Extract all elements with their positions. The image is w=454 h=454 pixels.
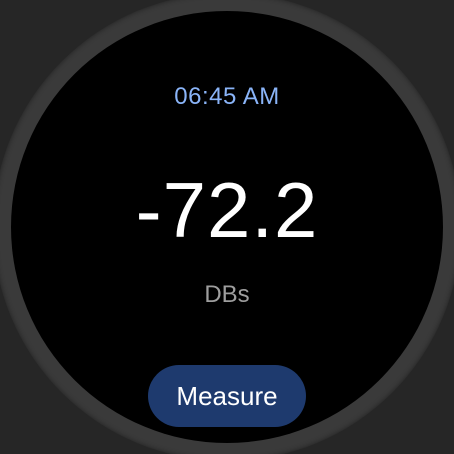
decibel-unit: DBs — [204, 281, 250, 308]
measure-button[interactable]: Measure — [148, 365, 306, 427]
decibel-reading: -72.2 — [135, 166, 319, 254]
clock-time: 06:45 AM — [174, 83, 280, 110]
